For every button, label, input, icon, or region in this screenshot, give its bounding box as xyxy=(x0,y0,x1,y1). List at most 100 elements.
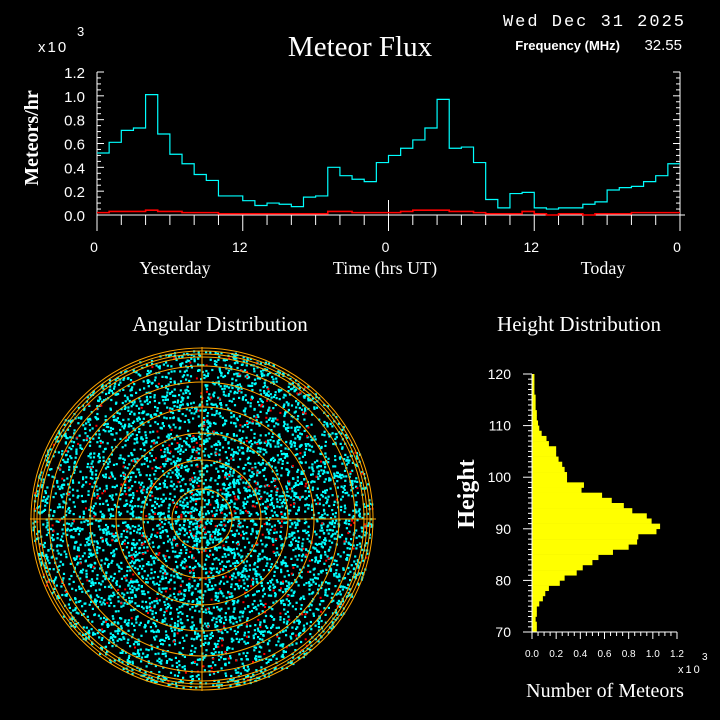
angular-point xyxy=(173,632,176,635)
angular-point xyxy=(317,477,320,480)
angular-point xyxy=(246,420,249,423)
angular-point xyxy=(298,632,301,635)
angular-point xyxy=(322,490,325,493)
angular-point xyxy=(249,402,252,405)
angular-point xyxy=(96,412,99,416)
angular-point xyxy=(185,391,188,394)
angular-point xyxy=(339,442,342,445)
angular-point xyxy=(228,596,231,599)
angular-point xyxy=(352,515,355,518)
angular-point xyxy=(279,618,282,621)
angular-point xyxy=(313,530,316,533)
angular-point xyxy=(136,615,139,618)
angular-point xyxy=(85,537,88,540)
angular-point xyxy=(237,519,240,522)
angular-point xyxy=(42,481,45,484)
angular-point xyxy=(147,563,150,566)
angular-point xyxy=(162,568,165,571)
angular-point xyxy=(116,632,120,635)
angular-point xyxy=(238,429,241,432)
angular-point xyxy=(237,488,240,491)
angular-point xyxy=(331,556,334,559)
angular-point xyxy=(144,431,147,434)
angular-point xyxy=(241,437,244,440)
angular-point xyxy=(199,526,202,529)
angular-point xyxy=(280,450,283,453)
angular-point xyxy=(205,388,209,391)
angular-point xyxy=(236,561,239,564)
angular-point xyxy=(149,494,152,497)
angular-point xyxy=(309,449,312,452)
angular-point xyxy=(136,553,139,556)
angular-point xyxy=(362,487,365,490)
angular-point xyxy=(276,487,279,490)
angular-point xyxy=(296,626,299,629)
angular-point xyxy=(68,465,71,469)
angular-point xyxy=(321,529,324,532)
angular-point xyxy=(305,496,308,499)
angular-point xyxy=(187,390,190,393)
angular-point xyxy=(241,575,244,578)
angular-point xyxy=(235,357,238,360)
angular-point xyxy=(183,420,186,423)
angular-point xyxy=(324,613,327,616)
angular-point xyxy=(63,483,66,486)
angular-point xyxy=(244,413,247,416)
angular-point xyxy=(247,605,250,608)
angular-point xyxy=(341,585,345,588)
angular-point xyxy=(133,546,137,549)
angular-point xyxy=(331,432,334,435)
angular-point xyxy=(284,394,287,397)
angular-point xyxy=(131,512,134,515)
angular-point xyxy=(325,502,328,505)
angular-point xyxy=(181,598,184,601)
angular-point xyxy=(45,580,48,583)
angular-point xyxy=(256,474,259,477)
angular-point xyxy=(123,425,126,428)
angular-point xyxy=(217,654,220,657)
angular-point xyxy=(158,518,162,521)
angular-point xyxy=(272,378,275,381)
angular-point xyxy=(260,421,263,424)
angular-point xyxy=(278,371,282,374)
angular-point xyxy=(176,520,179,523)
angular-point xyxy=(169,492,172,495)
angular-point xyxy=(102,450,105,453)
angular-point xyxy=(142,652,145,655)
angular-point xyxy=(282,405,285,408)
angular-point xyxy=(261,502,264,506)
angular-point xyxy=(318,498,321,501)
angular-point xyxy=(168,644,171,647)
angular-point xyxy=(114,630,117,633)
angular-point xyxy=(335,611,338,614)
angular-point xyxy=(333,562,336,566)
angular-point xyxy=(159,570,162,573)
angular-point xyxy=(176,576,179,579)
angular-point xyxy=(257,555,260,558)
angular-point xyxy=(222,393,225,396)
angular-point xyxy=(259,599,262,602)
angular-point xyxy=(268,494,271,498)
angular-point xyxy=(237,552,240,555)
angular-point xyxy=(59,464,62,467)
angular-point xyxy=(104,574,108,577)
angular-point xyxy=(206,403,209,406)
angular-point xyxy=(126,526,129,529)
angular-point xyxy=(207,372,210,375)
angular-point xyxy=(106,442,109,445)
angular-point xyxy=(302,595,305,598)
angular-point xyxy=(198,457,201,460)
angular-point xyxy=(211,541,214,544)
angular-point xyxy=(216,625,219,628)
angular-point xyxy=(340,432,343,435)
angular-point xyxy=(192,516,195,519)
angular-point xyxy=(309,570,312,573)
angular-point xyxy=(215,509,218,512)
angular-point xyxy=(156,659,159,662)
angular-point xyxy=(91,620,94,623)
angular-point xyxy=(367,522,371,525)
angular-point xyxy=(224,657,227,661)
angular-point xyxy=(280,655,283,658)
angular-point xyxy=(257,557,260,560)
angular-point xyxy=(105,499,108,502)
